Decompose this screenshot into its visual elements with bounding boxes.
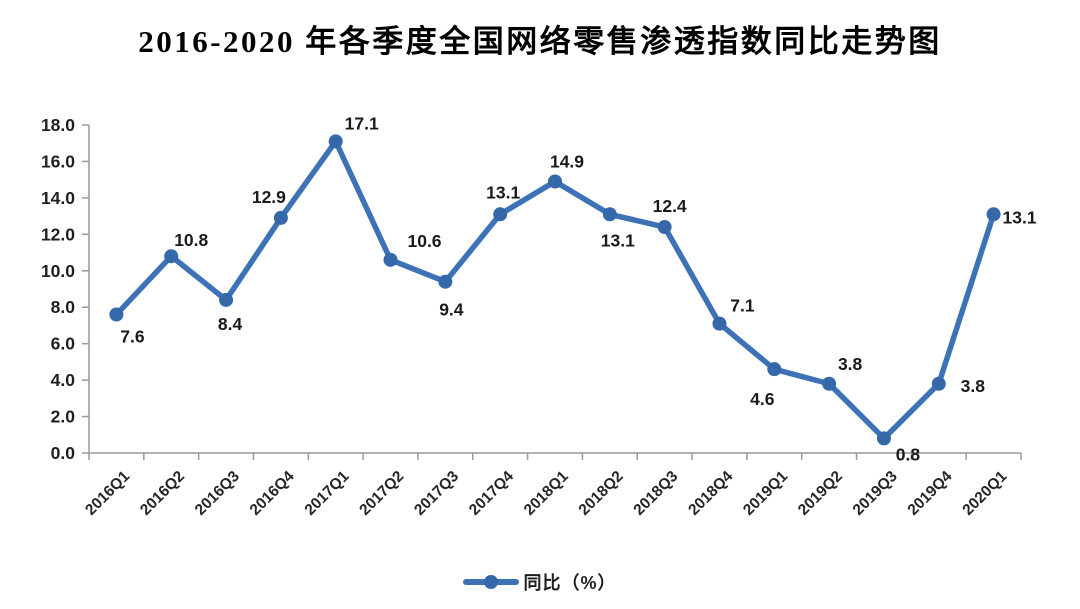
y-tick-label: 4.0	[51, 370, 76, 390]
data-point-label: 10.6	[407, 231, 441, 251]
data-point-marker	[822, 376, 837, 391]
data-point-marker	[164, 249, 179, 264]
y-tick-label: 12.0	[41, 224, 75, 244]
x-axis-label: 2017Q2	[356, 468, 407, 519]
data-point-label: 9.4	[439, 300, 464, 320]
legend-marker-icon	[484, 575, 499, 589]
y-tick-label: 14.0	[41, 188, 75, 208]
data-point-marker	[219, 292, 234, 307]
data-point-label: 17.1	[345, 113, 379, 133]
data-point-label: 3.8	[838, 354, 863, 374]
x-axis-label: 2018Q1	[521, 468, 572, 519]
data-point-marker	[931, 376, 946, 391]
data-point-marker	[273, 210, 288, 225]
data-point-marker	[548, 174, 562, 189]
data-point-label: 13.1	[1003, 207, 1037, 227]
data-point-marker	[876, 431, 891, 446]
x-axis-label: 2017Q3	[411, 468, 462, 519]
y-tick-label: 16.0	[41, 151, 75, 171]
data-point-marker	[986, 207, 1001, 222]
data-point-label: 14.9	[550, 151, 584, 171]
data-point-label: 3.8	[961, 376, 986, 396]
data-point-label: 7.1	[730, 296, 755, 316]
x-axis-label: 2019Q2	[795, 468, 846, 519]
x-axis-label: 2016Q1	[82, 468, 133, 519]
data-point-label: 7.6	[120, 327, 145, 347]
x-axis-label: 2016Q2	[137, 468, 188, 519]
data-point-marker	[328, 134, 343, 149]
x-axis-label: 2018Q3	[630, 468, 681, 519]
data-point-label: 10.8	[174, 230, 208, 250]
y-tick-label: 0.0	[51, 443, 76, 463]
data-point-marker	[438, 274, 453, 289]
legend-series-label: 同比（%）	[523, 573, 617, 593]
y-tick-label: 10.0	[41, 261, 75, 281]
data-point-label: 8.4	[218, 314, 243, 334]
data-point-label: 12.4	[653, 196, 687, 216]
y-tick-label: 6.0	[51, 334, 76, 354]
data-point-marker	[109, 307, 124, 322]
x-axis-label: 2016Q4	[247, 468, 298, 519]
x-axis-label: 2019Q4	[905, 468, 956, 519]
data-point-marker	[493, 207, 508, 222]
data-point-marker	[602, 207, 617, 222]
x-axis-label: 2019Q3	[850, 468, 901, 519]
chart-title: 2016-2020 年各季度全国网络零售渗透指数同比走势图	[138, 24, 942, 59]
y-tick-label: 2.0	[51, 407, 76, 427]
legend: 同比（%）	[0, 569, 1080, 595]
data-point-label: 4.6	[750, 389, 775, 409]
x-axis-label: 2020Q1	[959, 468, 1010, 519]
data-point-marker	[767, 362, 782, 377]
data-point-label: 12.9	[252, 187, 286, 207]
y-tick-label: 8.0	[51, 297, 76, 317]
data-point-marker	[383, 252, 398, 267]
data-point-label: 13.1	[601, 230, 635, 250]
legend-line-swatch	[463, 575, 520, 589]
data-point-label: 0.8	[896, 444, 921, 464]
data-point-label: 13.1	[486, 182, 520, 202]
data-point-marker	[712, 316, 727, 331]
x-axis-label: 2017Q4	[466, 468, 517, 519]
data-point-marker	[657, 220, 672, 235]
x-axis-label: 2017Q1	[302, 468, 353, 519]
y-tick-label: 18.0	[41, 115, 75, 135]
x-axis-label: 2019Q1	[740, 468, 791, 519]
x-axis-label: 2018Q2	[576, 468, 627, 519]
x-axis-label: 2018Q4	[685, 468, 736, 519]
x-axis-label: 2016Q3	[192, 468, 243, 519]
